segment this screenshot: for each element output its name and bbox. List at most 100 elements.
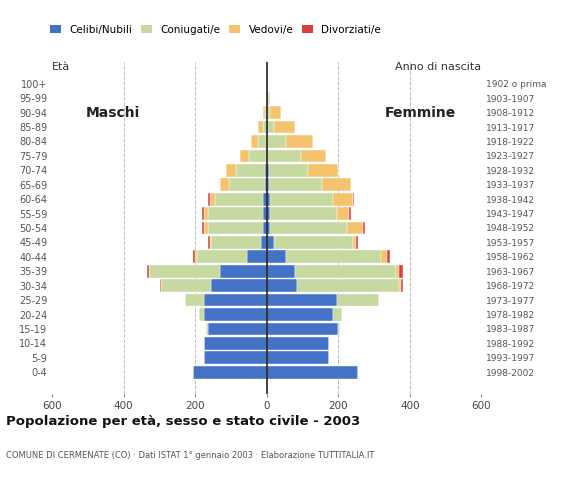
Bar bbox=[399, 265, 403, 277]
Bar bbox=[265, 106, 267, 119]
Bar bbox=[211, 279, 267, 292]
Bar bbox=[267, 265, 295, 277]
Bar bbox=[363, 222, 365, 234]
Bar bbox=[197, 251, 247, 263]
Bar bbox=[269, 92, 270, 105]
Bar bbox=[267, 279, 297, 292]
Bar bbox=[199, 308, 204, 321]
Bar bbox=[387, 251, 390, 263]
Bar bbox=[336, 294, 379, 306]
Bar bbox=[353, 236, 356, 249]
Bar bbox=[267, 366, 358, 379]
Bar bbox=[267, 179, 269, 191]
Bar bbox=[258, 135, 267, 148]
Bar bbox=[267, 351, 329, 364]
Bar bbox=[220, 265, 267, 277]
Bar bbox=[287, 251, 381, 263]
Bar bbox=[269, 164, 308, 177]
Bar bbox=[258, 120, 263, 133]
Bar bbox=[270, 207, 336, 220]
Bar bbox=[263, 222, 267, 234]
Bar bbox=[267, 222, 270, 234]
Bar bbox=[267, 150, 301, 162]
Bar bbox=[148, 265, 220, 277]
Bar bbox=[209, 193, 215, 205]
Bar bbox=[206, 323, 208, 336]
Bar bbox=[267, 236, 274, 249]
Bar bbox=[267, 92, 269, 105]
Bar bbox=[267, 193, 270, 205]
Bar bbox=[297, 279, 399, 292]
Bar bbox=[249, 150, 267, 162]
Bar bbox=[202, 207, 204, 220]
Bar bbox=[265, 164, 267, 177]
Bar bbox=[322, 179, 351, 191]
Bar bbox=[220, 179, 229, 191]
Bar bbox=[301, 150, 326, 162]
Text: Maschi: Maschi bbox=[86, 106, 140, 120]
Bar bbox=[194, 251, 195, 263]
Bar bbox=[267, 164, 269, 177]
Bar bbox=[262, 236, 267, 249]
Bar bbox=[237, 164, 265, 177]
Bar bbox=[194, 366, 267, 379]
Bar bbox=[267, 120, 274, 133]
Bar bbox=[265, 179, 267, 191]
Legend: Celibi/Nubili, Coniugati/e, Vedovi/e, Divorziati/e: Celibi/Nubili, Coniugati/e, Vedovi/e, Di… bbox=[49, 24, 381, 35]
Bar bbox=[347, 222, 363, 234]
Bar bbox=[202, 222, 204, 234]
Bar bbox=[209, 236, 211, 249]
Bar bbox=[147, 265, 148, 277]
Bar bbox=[247, 251, 267, 263]
Bar bbox=[204, 308, 267, 321]
Bar bbox=[208, 193, 209, 205]
Text: COMUNE DI CERMENATE (CO) · Dati ISTAT 1° gennaio 2003 · Elaborazione TUTTITALIA.: COMUNE DI CERMENATE (CO) · Dati ISTAT 1°… bbox=[6, 451, 374, 460]
Bar bbox=[161, 279, 211, 292]
Bar bbox=[204, 337, 267, 350]
Bar bbox=[160, 279, 161, 292]
Bar bbox=[338, 323, 340, 336]
Text: Popolazione per età, sesso e stato civile - 2003: Popolazione per età, sesso e stato civil… bbox=[6, 415, 360, 428]
Bar bbox=[287, 135, 313, 148]
Bar bbox=[269, 179, 322, 191]
Bar bbox=[333, 193, 353, 205]
Bar bbox=[274, 120, 295, 133]
Bar bbox=[349, 207, 351, 220]
Bar bbox=[240, 150, 249, 162]
Bar bbox=[226, 164, 237, 177]
Bar bbox=[208, 323, 267, 336]
Bar bbox=[229, 179, 265, 191]
Bar bbox=[211, 236, 262, 249]
Bar bbox=[208, 236, 209, 249]
Text: Anno di nascita: Anno di nascita bbox=[396, 61, 481, 72]
Bar bbox=[208, 222, 263, 234]
Bar bbox=[184, 294, 204, 306]
Bar bbox=[270, 222, 347, 234]
Bar bbox=[270, 193, 333, 205]
Bar bbox=[263, 106, 265, 119]
Bar bbox=[263, 120, 267, 133]
Bar bbox=[208, 207, 263, 220]
Bar bbox=[270, 106, 281, 119]
Bar bbox=[204, 222, 208, 234]
Bar bbox=[267, 308, 333, 321]
Bar bbox=[333, 308, 342, 321]
Bar bbox=[263, 193, 267, 205]
Bar bbox=[267, 135, 287, 148]
Bar bbox=[263, 207, 267, 220]
Bar bbox=[274, 236, 353, 249]
Text: Femmine: Femmine bbox=[385, 106, 456, 120]
Bar bbox=[267, 106, 270, 119]
Bar bbox=[267, 294, 336, 306]
Bar bbox=[267, 207, 270, 220]
Bar bbox=[195, 251, 197, 263]
Bar bbox=[267, 323, 338, 336]
Bar bbox=[336, 207, 349, 220]
Bar bbox=[356, 236, 358, 249]
Bar bbox=[308, 164, 338, 177]
Bar bbox=[251, 135, 258, 148]
Bar bbox=[353, 193, 354, 205]
Bar bbox=[204, 207, 208, 220]
Bar bbox=[295, 265, 396, 277]
Bar bbox=[396, 265, 399, 277]
